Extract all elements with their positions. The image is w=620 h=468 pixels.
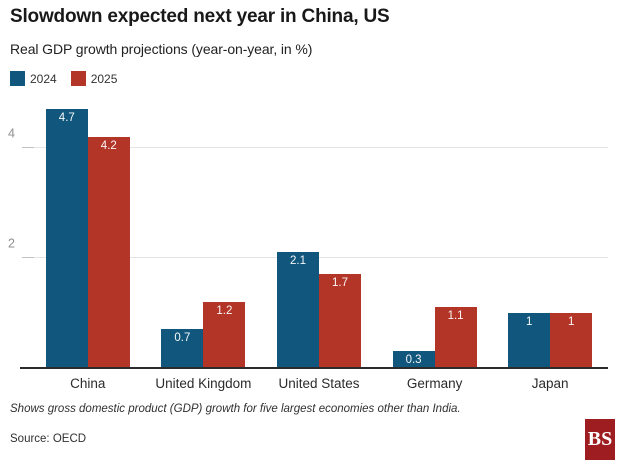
y-tick-label-4: 4 — [8, 126, 15, 141]
bar-2024-japan: 1 — [508, 313, 551, 368]
bar-pair: 0.3 1.1 — [392, 307, 477, 368]
bar-2025-japan: 1 — [550, 313, 593, 368]
category-label: United States — [278, 376, 360, 391]
y-tick-label-2: 2 — [8, 236, 15, 251]
bar-2024-united-states: 2.1 — [276, 252, 319, 368]
bar-pair: 0.7 1.2 — [161, 302, 246, 368]
bar-group-united-states: 2.1 1.7 United States — [261, 100, 377, 391]
legend-label: 2025 — [90, 71, 118, 86]
bar-value-label: 2.1 — [289, 255, 306, 267]
bar-value-label: 1.7 — [331, 277, 348, 289]
bar-pair: 4.7 4.2 — [45, 109, 130, 368]
legend: 2024 2025 — [10, 71, 610, 86]
bar-2024-china: 4.7 — [45, 109, 88, 368]
category-label: Germany — [406, 376, 463, 391]
bar-value-label: 1 — [525, 316, 533, 328]
bar-2025-united-kingdom: 1.2 — [203, 302, 246, 368]
bar-value-label: 1 — [567, 316, 575, 328]
bar-value-label: 0.3 — [405, 354, 422, 366]
category-label: China — [70, 376, 106, 391]
bar-2025-china: 4.2 — [87, 137, 130, 368]
bar-value-label: 4.2 — [100, 140, 117, 152]
bar-group-japan: 1 1 Japan — [492, 100, 608, 391]
bar-2024-germany: 0.3 — [392, 351, 435, 368]
bs-logo: BS — [585, 419, 615, 460]
legend-swatch-2024 — [10, 71, 25, 86]
bar-2025-united-states: 1.7 — [318, 274, 361, 368]
bar-group-germany: 0.3 1.1 Germany — [377, 100, 493, 391]
chart-footnote: Shows gross domestic product (GDP) growt… — [10, 403, 461, 415]
bar-2024-united-kingdom: 0.7 — [161, 329, 204, 368]
category-label: Japan — [531, 376, 569, 391]
legend-swatch-2025 — [70, 71, 86, 86]
chart-title: Slowdown expected next year in China, US — [10, 6, 390, 27]
gridline-4 — [22, 147, 608, 148]
chart-header: Slowdown expected next year in China, US… — [10, 6, 610, 86]
x-axis-baseline — [20, 367, 608, 369]
bar-pair: 2.1 1.7 — [276, 252, 361, 368]
bar-group-china: 4.7 4.2 China — [30, 100, 146, 391]
bar-group-united-kingdom: 0.7 1.2 United Kingdom — [146, 100, 262, 391]
bar-groups: 4.7 4.2 China 0.7 1.2 United Kingdom 2.1 1.7 Uni… — [30, 100, 608, 391]
bar-chart: 2 4 4.7 4.2 China 0.7 1.2 United Kingdom 2.1 1.7… — [8, 100, 608, 391]
bar-value-label: 4.7 — [58, 112, 75, 124]
bar-value-label: 0.7 — [174, 332, 191, 344]
category-label: United Kingdom — [155, 376, 252, 391]
bar-2025-germany: 1.1 — [434, 307, 477, 368]
bar-value-label: 1.2 — [216, 305, 233, 317]
chart-subtitle: Real GDP growth projections (year-on-yea… — [10, 41, 313, 57]
source-label: Source: OECD — [10, 433, 87, 445]
legend-item-2025: 2025 — [70, 71, 118, 86]
bar-value-label: 1.1 — [447, 310, 464, 322]
legend-label: 2024 — [30, 71, 57, 86]
legend-item-2024: 2024 — [10, 71, 57, 86]
